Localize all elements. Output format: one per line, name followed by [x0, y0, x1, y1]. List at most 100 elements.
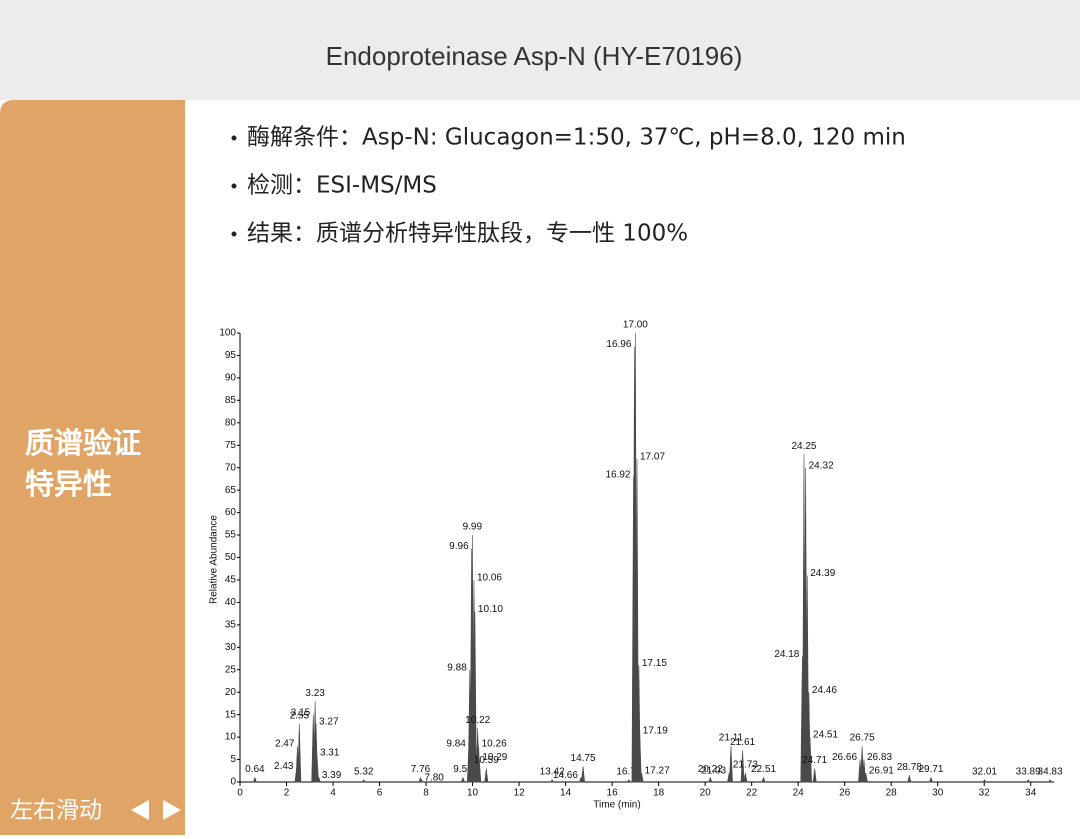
y-tick-label: 5: [230, 754, 236, 765]
y-tick-label: 55: [225, 530, 237, 541]
peak-label: 17.19: [643, 725, 668, 736]
x-tick-label: 26: [839, 788, 851, 799]
peak-label: 32.01: [972, 766, 997, 777]
peak: [484, 768, 489, 783]
peak-label: 33.89: [1016, 766, 1041, 777]
x-tick-label: 18: [653, 788, 665, 799]
x-tick-label: 10: [467, 788, 479, 799]
peak-label: 14.66: [553, 770, 578, 781]
y-tick-label: 15: [225, 709, 237, 720]
peak-label: 14.75: [571, 753, 596, 764]
peak: [316, 776, 321, 783]
peak: [812, 768, 817, 783]
peak-label: 0.64: [245, 764, 265, 775]
peak: [743, 772, 748, 783]
sidebar: [0, 100, 185, 835]
y-tick-label: 20: [225, 687, 237, 698]
peak: [472, 611, 477, 783]
x-tick-label: 32: [979, 788, 991, 799]
peak-label: 9.84: [446, 739, 466, 750]
peak-label: 26.83: [867, 752, 892, 763]
arrow-right[interactable]: [163, 800, 181, 820]
peak: [740, 750, 745, 783]
peak-label: 2.55: [290, 710, 310, 721]
peak-label: 9.96: [449, 541, 469, 552]
y-axis-label: Relative Abundance: [209, 515, 220, 604]
x-axis-label: Time (min): [593, 800, 640, 811]
peak: [708, 776, 713, 783]
y-tick-label: 40: [225, 597, 237, 608]
bullet-text: 检测：ESI-MS/MS: [247, 173, 437, 199]
bullet-text: 酶解条件：Asp-N: Glucagon=1:50, 37℃, pH=8.0, …: [247, 125, 906, 151]
peak-label: 5.32: [354, 766, 374, 777]
peak-label: 10.26: [482, 739, 507, 750]
y-tick-label: 35: [225, 619, 237, 630]
sidebar-title: 特异性: [25, 467, 112, 501]
peak-label: 22.51: [751, 764, 776, 775]
arrow-left[interactable]: [131, 800, 149, 820]
peak: [907, 775, 912, 783]
y-tick-label: 10: [225, 732, 237, 743]
peak-label: 28.78: [897, 762, 922, 773]
peak-label: 21.03: [701, 766, 726, 777]
sidebar-title: 质谱验证: [25, 426, 141, 460]
peak: [729, 746, 733, 783]
peak-label: 24.32: [809, 460, 834, 471]
y-tick-label: 95: [225, 350, 237, 361]
bullet-dot: [231, 135, 237, 141]
peak-label: 10.59: [474, 755, 499, 766]
peak-label: 17.07: [640, 451, 665, 462]
x-tick-label: 24: [793, 788, 805, 799]
peak: [808, 737, 812, 783]
peak-label: 2.47: [275, 739, 295, 750]
y-tick-label: 90: [225, 373, 237, 384]
peak: [639, 772, 644, 783]
peak-label: 24.51: [813, 730, 838, 741]
x-tick-label: 4: [330, 788, 336, 799]
peak: [1047, 779, 1053, 783]
peak-label: 2.43: [274, 761, 294, 772]
page-title: Endoproteinase Asp-N (HY-E70196): [326, 41, 743, 71]
x-tick-label: 30: [932, 788, 944, 799]
chart: 0510152025303540455055606570758085909510…: [209, 320, 1063, 811]
peak-label: 16.92: [605, 469, 630, 480]
peak-label: 20.22: [698, 764, 723, 775]
peak-label: 3.31: [320, 748, 340, 759]
bullet-dot: [231, 231, 237, 237]
peak-label: 21.61: [730, 737, 755, 748]
x-tick-label: 6: [377, 788, 383, 799]
peak-label: 10.10: [478, 604, 503, 615]
peak-label: 34.83: [1038, 766, 1063, 777]
x-tick-label: 12: [514, 788, 526, 799]
peak-label: 26.66: [832, 752, 857, 763]
x-tick-label: 16: [607, 788, 619, 799]
peak-label: 13.42: [540, 766, 565, 777]
peak-label: 3.15: [291, 707, 311, 718]
peak: [361, 779, 366, 783]
y-tick-label: 25: [225, 664, 237, 675]
peak: [1026, 779, 1031, 783]
peak-label: 17.27: [645, 766, 670, 777]
peak-label: 3.39: [322, 770, 342, 781]
peak-label: 26.75: [850, 733, 875, 744]
y-tick-label: 50: [225, 552, 237, 563]
y-tick-label: 100: [219, 328, 236, 339]
x-tick-label: 8: [423, 788, 429, 799]
peak: [477, 759, 482, 783]
peak-label: 7.80: [424, 772, 444, 783]
peak-label: 21.11: [719, 733, 744, 744]
x-tick-label: 0: [237, 788, 243, 799]
peak-label: 9.99: [463, 522, 483, 533]
bullet-dot: [231, 183, 237, 189]
peak: [928, 776, 933, 783]
peak: [863, 772, 868, 783]
swipe-hint: 左右滑动: [10, 798, 102, 824]
x-tick-label: 22: [746, 788, 758, 799]
peak-label: 26.91: [869, 766, 894, 777]
peak: [461, 776, 466, 783]
peak-label: 24.39: [810, 568, 835, 579]
peak-label: 24.71: [802, 755, 827, 766]
peak: [297, 723, 302, 783]
peak-label: 16.96: [606, 339, 631, 350]
